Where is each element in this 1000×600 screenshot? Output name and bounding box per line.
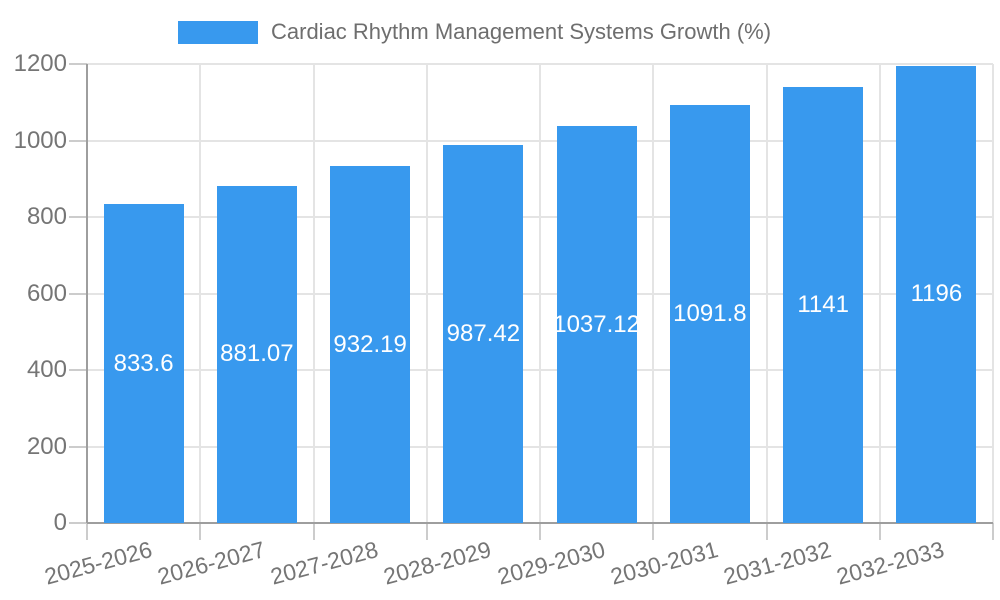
bar: [669, 105, 750, 523]
bar: [556, 126, 637, 523]
bar: [896, 65, 977, 523]
y-axis-line: [86, 64, 88, 523]
x-tick: [312, 523, 315, 540]
legend-swatch: [178, 20, 258, 44]
x-tick: [765, 523, 768, 540]
x-tick: [992, 523, 994, 540]
bar-value-label: 1091.8: [673, 300, 747, 328]
y-tick: [69, 63, 87, 65]
x-tick: [539, 523, 541, 540]
y-tick-label: 800: [26, 203, 67, 230]
bar-value-label: 1141: [797, 290, 849, 318]
y-tick: [69, 522, 87, 524]
x-tick: [86, 523, 88, 540]
v-gridline: [312, 64, 315, 523]
v-gridline: [992, 64, 994, 523]
x-tick: [425, 523, 428, 540]
y-tick: [69, 216, 87, 218]
legend-item[interactable]: Cardiac Rhythm Management Systems Growth…: [178, 19, 771, 45]
bar-value-label: 881.07: [220, 340, 294, 368]
bar: [330, 166, 411, 523]
legend-label: Cardiac Rhythm Management Systems Growth…: [271, 19, 772, 44]
bar-value-label: 987.42: [446, 320, 521, 348]
bar-value-label: 1037.12: [553, 310, 640, 338]
bar-value-label: 833.6: [113, 349, 174, 377]
bar-value-label: 932.19: [333, 330, 407, 358]
bar: [443, 145, 524, 523]
y-tick: [69, 445, 87, 448]
y-tick-label: 400: [26, 356, 67, 383]
y-tick-label: 200: [26, 432, 67, 460]
y-tick: [69, 292, 87, 295]
bar: [103, 204, 184, 523]
x-tick: [199, 523, 202, 540]
x-axis-line: [87, 522, 993, 524]
y-tick: [69, 139, 87, 142]
v-gridline: [878, 64, 881, 523]
v-gridline: [539, 64, 541, 523]
v-gridline: [425, 64, 428, 523]
bar-value-label: 1196: [910, 280, 963, 308]
y-tick-label: 600: [26, 279, 67, 307]
y-tick-label: 1000: [13, 126, 67, 154]
v-gridline: [199, 64, 202, 523]
x-tick: [652, 523, 655, 540]
x-tick: [878, 523, 881, 540]
bar: [783, 86, 864, 523]
v-gridline: [652, 64, 655, 523]
y-tick-label: 1200: [13, 50, 67, 77]
v-gridline: [765, 64, 768, 523]
y-tick-label: 0: [53, 509, 67, 536]
bar: [216, 185, 297, 523]
y-tick: [69, 369, 87, 371]
